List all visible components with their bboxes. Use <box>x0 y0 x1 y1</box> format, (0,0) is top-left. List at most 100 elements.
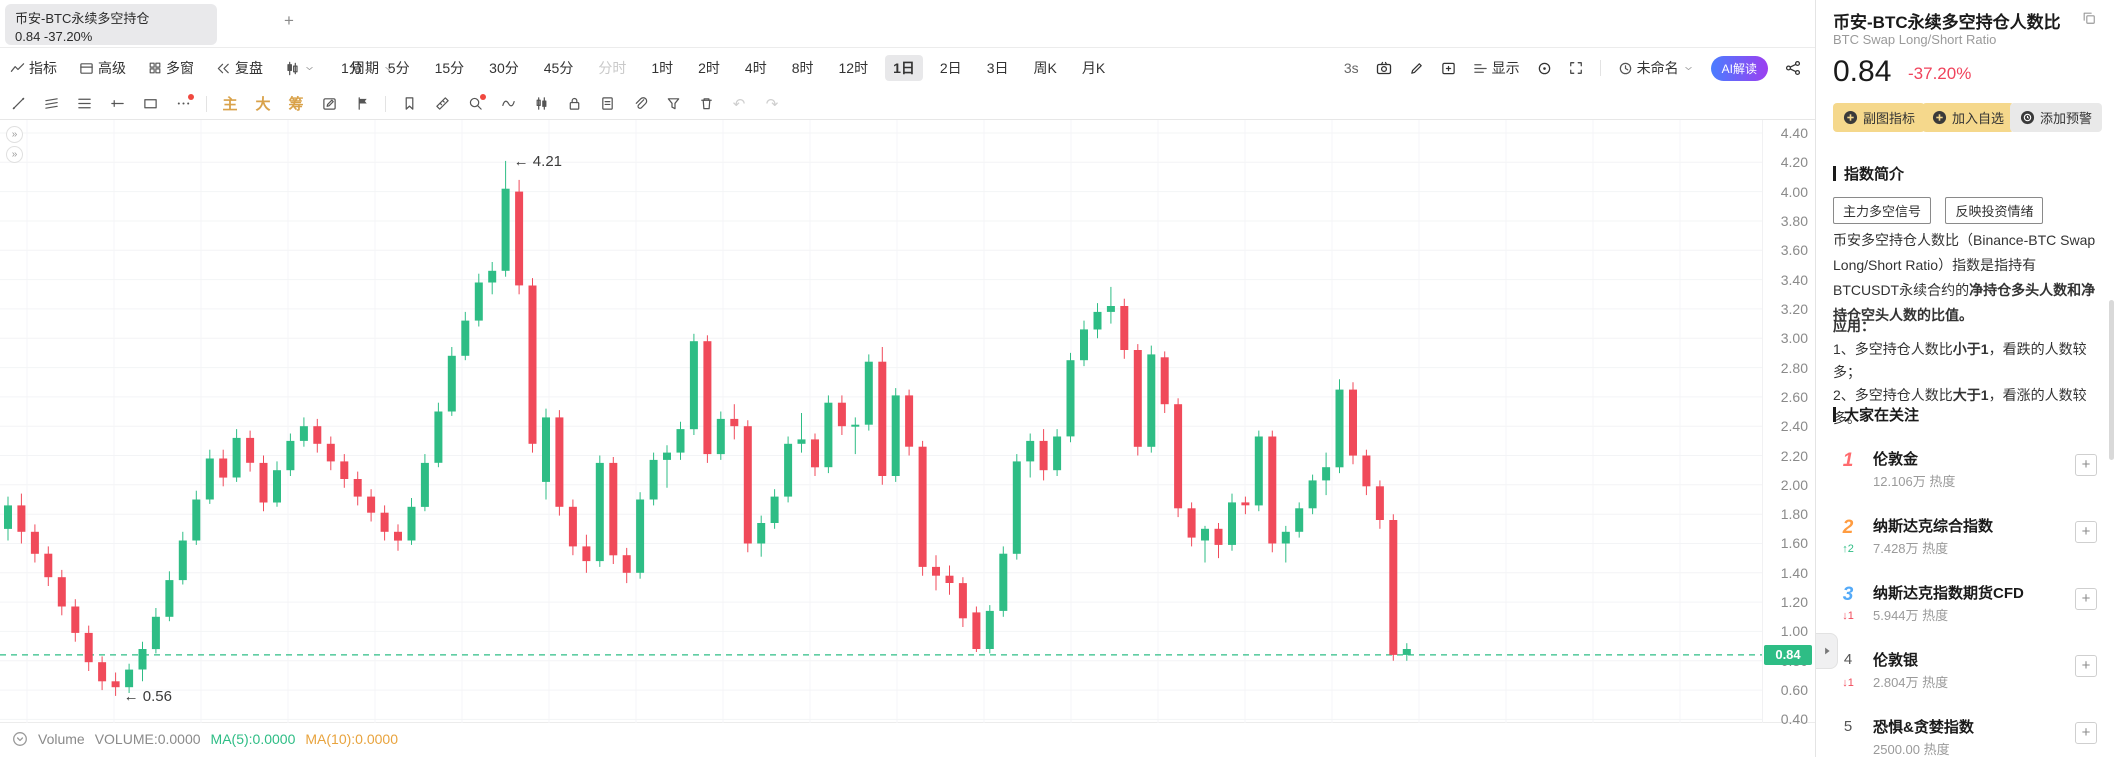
period-2时[interactable]: 2时 <box>698 60 720 76</box>
watch-item-2[interactable]: 2 纳斯达克综合指数 7.428万 热度 + ↑2 <box>1833 507 2101 574</box>
divider <box>206 95 207 112</box>
tag-sentiment[interactable]: 反映投资情绪 <box>1945 197 2044 224</box>
watch-add-button[interactable]: + <box>2075 454 2097 476</box>
chart-tab[interactable]: 币安-BTC永续多空持仓 0.84 -37.20% <box>5 4 217 45</box>
period-menu-label: 周期 <box>351 60 379 76</box>
notification-dot <box>480 93 486 100</box>
lock-icon[interactable] <box>564 94 584 114</box>
alarm-icon <box>2020 110 2035 125</box>
period-30分[interactable]: 30分 <box>489 60 519 76</box>
chart-style-dropdown[interactable] <box>285 61 315 76</box>
main-toolbar: 指标 高级 多窗 复盘 周期 <box>0 48 1815 88</box>
period-5分[interactable]: 5分 <box>387 60 410 76</box>
watch-item-1[interactable]: 1 伦敦金 12.106万 热度 + <box>1833 440 2101 507</box>
expand-toolbar-button[interactable]: » <box>6 126 23 143</box>
period-4时[interactable]: 4时 <box>744 60 767 76</box>
period-1时[interactable]: 1时 <box>651 60 674 76</box>
collapse-chevron-icon[interactable] <box>12 731 28 747</box>
share-icon[interactable] <box>1785 60 1801 76</box>
axis-tick-4.00: 4.00 <box>1780 184 1808 200</box>
chevron-down-icon <box>304 64 315 73</box>
trend-line-icon[interactable] <box>8 94 28 114</box>
refresh-interval[interactable]: 3s <box>1343 60 1359 76</box>
watch-rank: 2 <box>1842 517 1854 538</box>
period-45分[interactable]: 45分 <box>543 60 574 76</box>
copy-icon[interactable] <box>2082 11 2096 25</box>
add-alert-button[interactable]: 添加预警 <box>2010 103 2103 132</box>
period-月K[interactable]: 月K <box>1081 60 1106 76</box>
watch-add-button[interactable]: + <box>2075 722 2097 744</box>
flag-line-icon[interactable] <box>352 94 372 114</box>
display-settings-button[interactable]: 显示 <box>1473 58 1520 78</box>
period-12时[interactable]: 12时 <box>838 60 869 76</box>
horizontal-ray-icon[interactable] <box>107 94 127 114</box>
screenshot-camera-icon[interactable] <box>1376 60 1392 76</box>
ruler-icon[interactable] <box>432 94 452 114</box>
settings-gear-icon[interactable] <box>1537 61 1552 76</box>
replay-button[interactable]: 复盘 <box>216 58 263 78</box>
tag-main-signal[interactable]: 主力多空信号 <box>1833 197 1932 224</box>
order-form-icon[interactable] <box>597 94 617 114</box>
advanced-button[interactable]: 高级 <box>79 58 126 78</box>
large-chart-tool[interactable]: 大 <box>255 96 271 113</box>
zoom-search-icon[interactable] <box>465 93 486 114</box>
watch-item-4[interactable]: 4 伦敦银 2.804万 热度 + ↓1 <box>1833 641 2101 708</box>
panel-collapse-handle[interactable] <box>1816 633 1838 669</box>
candlestick-chart[interactable]: ← 4.21 ← 0.56 <box>0 120 1815 723</box>
popup-window-icon[interactable] <box>1441 61 1456 76</box>
ai-interpret-button[interactable]: AI解读 <box>1710 55 1768 81</box>
freehand-curve-icon[interactable] <box>498 94 518 114</box>
watch-item-5[interactable]: 5 恐惧&贪婪指数 2500.00 热度 + <box>1833 708 2101 757</box>
parallel-lines-icon[interactable] <box>41 94 61 114</box>
axis-tick-2.00: 2.00 <box>1780 477 1808 493</box>
edit-pencil-icon[interactable] <box>1409 61 1424 76</box>
period-1日[interactable]: 1日 <box>885 55 923 81</box>
expand-panel-button[interactable]: » <box>6 146 23 163</box>
add-tab-button[interactable]: + <box>284 11 294 30</box>
attachment-icon[interactable] <box>630 94 650 114</box>
volume-pane-label: Volume <box>38 731 85 747</box>
main-chart-tool[interactable]: 主 <box>222 96 238 113</box>
rectangle-tool-icon[interactable] <box>140 94 160 114</box>
period-15分[interactable]: 15分 <box>434 60 465 76</box>
template-dropdown[interactable]: 未命名 <box>1618 58 1694 78</box>
add-watchlist-button[interactable]: 加入自选 <box>1922 103 2015 132</box>
candle-pattern-icon[interactable] <box>531 94 551 114</box>
period-list: 1分 5分 15分 30分 45分 分时 1时 2时 4时 8时 12时 1日 2日 3日 周K 月K <box>333 48 1113 88</box>
chart-tab-value: 0.84 -37.20% <box>15 29 93 44</box>
axis-tick-1.60: 1.60 <box>1780 535 1808 551</box>
last-price-badge: 0.84 <box>1764 645 1812 665</box>
period-3日[interactable]: 3日 <box>986 60 1009 76</box>
chevron-down-icon <box>1683 64 1694 73</box>
volume-pane[interactable]: Volume VOLUME:0.0000 MA(5):0.0000 MA(10)… <box>0 723 1815 757</box>
more-tools-icon[interactable] <box>173 93 194 114</box>
undo-icon[interactable]: ↶ <box>732 95 746 113</box>
multiwindow-button[interactable]: 多窗 <box>148 58 194 78</box>
watch-name: 伦敦金 <box>1873 451 1919 468</box>
multi-line-icon[interactable] <box>74 94 94 114</box>
info-panel: 币安-BTC永续多空持仓人数比 BTC Swap Long/Short Rati… <box>1815 0 2116 757</box>
period-menu[interactable]: 周期 <box>351 58 394 78</box>
period-1分[interactable]: 1分 <box>341 60 363 76</box>
watch-add-button[interactable]: + <box>2075 588 2097 610</box>
sub-indicator-button[interactable]: 副图指标 <box>1833 103 1926 132</box>
price-chart-pane[interactable]: ← 4.21 ← 0.56 4.40 4.20 4.00 3.80 3.60 3.40 3.2… <box>0 120 1815 727</box>
watch-add-button[interactable]: + <box>2075 521 2097 543</box>
period-周K[interactable]: 周K <box>1033 60 1057 76</box>
indicator-button[interactable]: 指标 <box>10 58 57 78</box>
instrument-subtitle: BTC Swap Long/Short Ratio <box>1833 32 1997 47</box>
filter-funnel-icon[interactable] <box>663 94 683 114</box>
annotate-icon[interactable] <box>319 94 339 114</box>
panel-scrollbar[interactable] <box>2109 300 2114 460</box>
axis-tick-1.00: 1.00 <box>1780 623 1808 639</box>
chip-tool[interactable]: 筹 <box>288 96 304 113</box>
watch-add-button[interactable]: + <box>2075 655 2097 677</box>
trash-icon[interactable] <box>696 94 716 114</box>
caret-right-icon <box>1821 645 1833 657</box>
period-2日[interactable]: 2日 <box>939 60 962 76</box>
redo-icon[interactable]: ↷ <box>765 95 779 113</box>
bookmark-icon[interactable] <box>399 94 419 114</box>
fullscreen-icon[interactable] <box>1569 61 1583 75</box>
watch-item-3[interactable]: 3 纳斯达克指数期货CFD 5.944万 热度 + ↓1 <box>1833 574 2101 641</box>
period-8时[interactable]: 8时 <box>791 60 814 76</box>
